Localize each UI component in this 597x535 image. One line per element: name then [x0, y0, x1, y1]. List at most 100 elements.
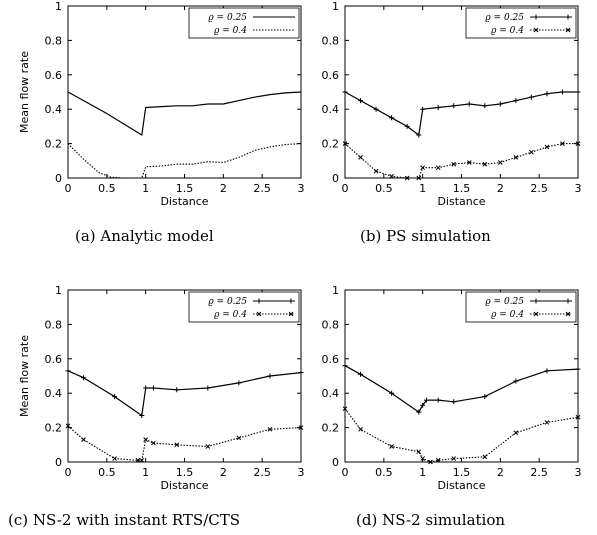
data-point	[358, 98, 364, 104]
panel-caption: (a) Analytic model	[75, 227, 214, 245]
y-tick-label: 0.8	[322, 34, 340, 47]
data-point	[112, 456, 117, 461]
x-tick-label: 2	[220, 466, 227, 479]
data-point	[112, 394, 118, 400]
data-point	[81, 437, 86, 442]
data-point	[150, 385, 156, 391]
data-point	[267, 426, 273, 432]
data-point	[404, 175, 410, 181]
data-point	[497, 160, 503, 165]
legend-marker	[565, 27, 571, 33]
legend-box	[465, 291, 577, 323]
data-point	[529, 149, 534, 155]
y-tick-label: 0.4	[322, 103, 340, 116]
legend-marker	[565, 311, 571, 317]
x-tick-label: 1	[142, 182, 149, 195]
legend-label: ϱ = 0.4	[214, 310, 247, 320]
data-point	[451, 161, 457, 167]
data-point	[389, 444, 394, 449]
data-point	[65, 368, 71, 374]
x-tick-label: 0	[65, 466, 72, 479]
data-point	[575, 366, 581, 372]
x-tick-label: 3	[575, 182, 582, 195]
data-point	[358, 426, 363, 432]
data-point	[236, 380, 242, 386]
y-tick-label: 0.8	[322, 318, 340, 331]
data-point	[435, 165, 441, 171]
data-point	[428, 459, 433, 465]
x-tick-label: 0.5	[375, 466, 393, 479]
x-tick-label: 1	[419, 182, 426, 195]
data-point	[482, 394, 488, 400]
series-line-rho-0-25	[67, 370, 302, 417]
legend-label: ϱ = 0.4	[491, 310, 524, 320]
data-point	[451, 103, 457, 109]
legend-marker	[533, 298, 539, 304]
y-tick-label: 0.6	[45, 353, 63, 366]
data-point	[420, 456, 426, 461]
series-line-rho-0-4	[344, 143, 578, 179]
x-tick-label: 1	[142, 466, 149, 479]
x-tick-label: 0.5	[98, 182, 116, 195]
data-point	[174, 442, 180, 448]
legend-marker	[288, 311, 294, 317]
data-point	[373, 106, 379, 112]
legend-marker	[288, 298, 294, 304]
legend-marker	[533, 311, 539, 317]
data-point	[139, 457, 145, 463]
data-point	[143, 437, 149, 442]
y-tick-label: 0.2	[322, 422, 340, 435]
legend-marker	[565, 298, 571, 304]
x-tick-label: 1.5	[176, 466, 194, 479]
legend-label: ϱ = 0.25	[208, 297, 247, 307]
data-point	[342, 406, 348, 412]
x-tick-label: 3	[298, 182, 305, 195]
y-tick-label: 0.4	[322, 387, 340, 400]
data-point	[466, 101, 472, 107]
y-tick-label: 0.6	[45, 69, 63, 82]
data-point	[174, 387, 180, 393]
y-tick-label: 1	[55, 0, 62, 13]
legend-marker	[565, 14, 571, 20]
data-point	[451, 456, 457, 461]
data-point	[528, 94, 534, 100]
data-point	[81, 375, 87, 381]
legend-label: ϱ = 0.4	[491, 26, 524, 36]
x-tick-label: 2.5	[530, 466, 548, 479]
y-axis-label: Mean flow rate	[18, 51, 31, 133]
legend-label: ϱ = 0.4	[214, 26, 247, 36]
x-tick-label: 0	[342, 182, 349, 195]
y-tick-label: 0.6	[322, 69, 340, 82]
x-axis-label: Distance	[437, 479, 485, 492]
data-point	[416, 175, 422, 181]
panel-caption: (b) PS simulation	[360, 227, 491, 245]
data-point	[466, 160, 472, 165]
x-tick-label: 2	[497, 182, 504, 195]
y-tick-label: 0.2	[322, 138, 340, 151]
data-point	[298, 370, 304, 376]
data-point	[482, 454, 488, 460]
data-point	[389, 115, 395, 121]
data-point	[236, 435, 242, 441]
data-point	[358, 155, 363, 160]
data-point	[544, 91, 550, 97]
data-point	[298, 425, 304, 430]
x-axis-label: Distance	[160, 479, 208, 492]
series-line-rho-0-4	[67, 143, 302, 179]
series-line-rho-0-4	[344, 408, 579, 463]
data-point	[544, 368, 550, 374]
y-tick-label: 0	[332, 172, 339, 185]
x-tick-label: 0	[65, 182, 72, 195]
x-tick-label: 2.5	[253, 182, 271, 195]
data-point	[451, 399, 457, 405]
panel-caption: (d) NS-2 simulation	[356, 511, 505, 529]
data-point	[544, 144, 550, 150]
y-tick-label: 0	[55, 456, 62, 469]
y-tick-label: 0	[55, 172, 62, 185]
data-point	[416, 409, 422, 415]
x-tick-label: 3	[298, 466, 305, 479]
data-point	[513, 378, 519, 384]
x-tick-label: 3	[575, 466, 582, 479]
data-point	[513, 98, 519, 104]
data-point	[205, 385, 211, 391]
